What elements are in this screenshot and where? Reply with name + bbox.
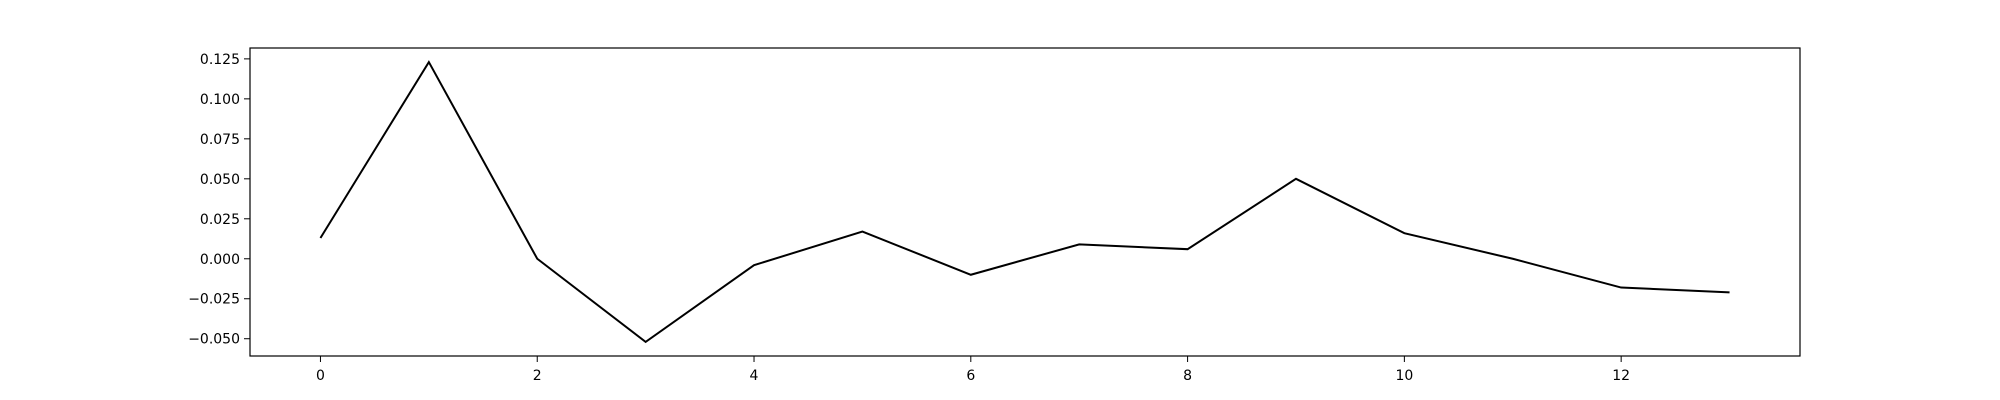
x-tick-label: 10: [1395, 368, 1413, 384]
y-tick-label: −0.050: [188, 332, 240, 348]
y-tick-label: 0.075: [200, 132, 240, 148]
data-series-line: [319, 60, 1730, 344]
x-tick-label: 2: [533, 368, 542, 384]
x-tick-label: 12: [1612, 368, 1630, 384]
y-tick-label: 0.125: [200, 52, 240, 68]
x-tick-label: 0: [316, 368, 325, 384]
y-axis: 0.125 0.100 0.075 0.050 0.025 0.000 −0.025 −0.0…: [188, 52, 250, 348]
y-tick-label: 0.100: [200, 92, 240, 108]
x-tick-label: 8: [1183, 368, 1192, 384]
y-tick-label: 0.025: [200, 212, 240, 228]
plot-area-frame: [249, 47, 1801, 357]
x-axis: 0 2 4 6 8 10 12: [316, 356, 1630, 384]
y-tick-label: 0.050: [200, 172, 240, 188]
y-tick-label: 0.000: [200, 252, 240, 268]
x-tick-label: 6: [966, 368, 975, 384]
y-tick-label: −0.025: [188, 292, 240, 308]
x-tick-label: 4: [750, 368, 759, 384]
